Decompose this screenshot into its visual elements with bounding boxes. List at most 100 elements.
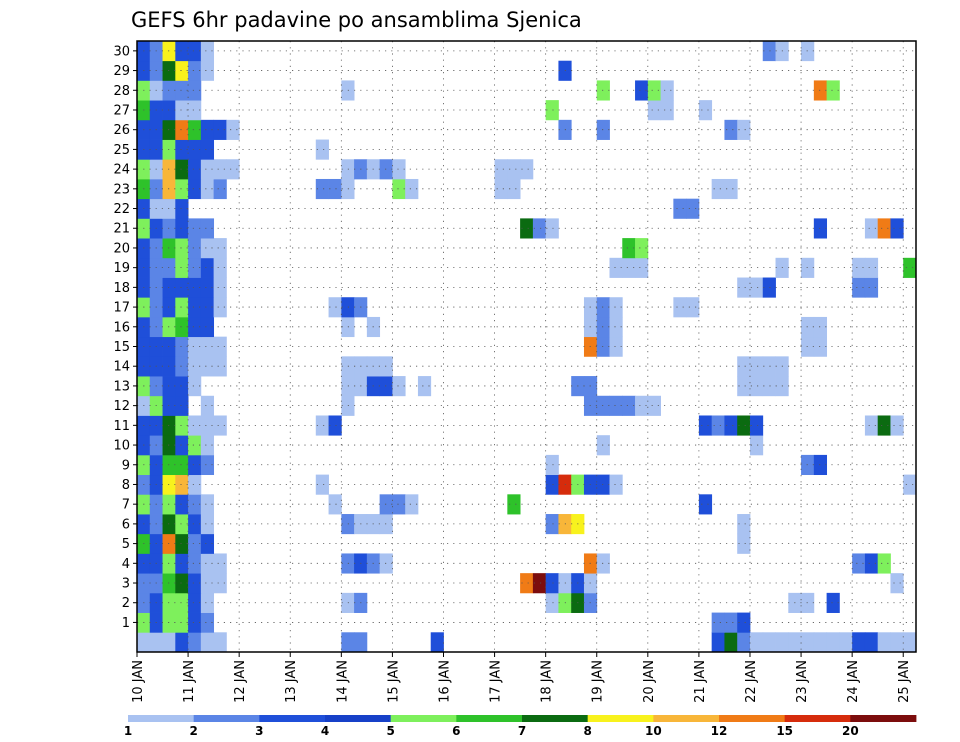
y-tick-label: 17	[113, 301, 130, 316]
heatmap-cell	[596, 336, 610, 357]
heatmap-cell	[200, 494, 215, 515]
heatmap-cell	[545, 218, 559, 239]
heatmap-cell	[877, 553, 891, 574]
heatmap-cell	[724, 415, 738, 436]
heatmap-cell	[749, 356, 764, 377]
heatmap-cell	[520, 159, 534, 180]
heatmap-cell	[698, 494, 713, 515]
heatmap-cell	[749, 415, 764, 436]
heatmap-cell	[405, 494, 419, 515]
colorbar-label: 20	[842, 724, 859, 738]
heatmap-cell	[890, 218, 904, 239]
heatmap-cell	[162, 632, 176, 653]
heatmap-cell	[200, 139, 215, 160]
heatmap-cell	[660, 100, 674, 121]
y-tick-label: 5	[122, 537, 130, 552]
heatmap-cell	[200, 415, 215, 436]
heatmap-cell	[200, 454, 215, 476]
colorbar-swatch	[653, 715, 720, 722]
heatmap-cell	[200, 573, 215, 594]
heatmap-cell	[686, 297, 700, 318]
heatmap-cell	[175, 119, 189, 140]
heatmap-cell	[405, 178, 419, 200]
heatmap-cell	[392, 159, 406, 180]
heatmap-cell	[839, 632, 853, 653]
heatmap-cell	[660, 80, 674, 101]
heatmap-cell	[213, 553, 227, 574]
heatmap-cell	[188, 297, 202, 318]
heatmap-cell	[137, 632, 151, 653]
heatmap-cell	[188, 100, 202, 121]
heatmap-cell	[724, 612, 738, 633]
heatmap-cell	[200, 435, 215, 456]
heatmap-cell	[545, 573, 559, 594]
heatmap-cell	[698, 415, 713, 436]
heatmap-cell	[188, 238, 202, 259]
heatmap-cell	[213, 336, 227, 357]
heatmap-cell	[213, 573, 227, 594]
heatmap-cell	[507, 494, 521, 515]
y-tick-label: 16	[113, 320, 130, 335]
y-tick-label: 15	[113, 340, 130, 355]
heatmap-cell	[188, 356, 202, 377]
heatmap-cell	[188, 454, 202, 476]
heatmap-cell	[188, 376, 202, 397]
heatmap-cell	[213, 119, 227, 140]
heatmap-cell	[188, 573, 202, 594]
heatmap-cell	[213, 632, 227, 653]
heatmap-cell	[724, 178, 738, 200]
heatmap-cell	[379, 376, 393, 397]
heatmap-cell	[188, 60, 202, 81]
heatmap-cell	[864, 277, 879, 298]
heatmap-cell	[149, 632, 163, 653]
heatmap-cell	[188, 553, 202, 574]
heatmap-cell	[200, 60, 215, 81]
heatmap-cell	[175, 80, 189, 101]
heatmap-cell	[379, 553, 393, 574]
heatmap-cell	[379, 159, 393, 180]
heatmap-cell	[647, 100, 661, 121]
y-tick-label: 27	[113, 103, 130, 118]
colorbar-swatch	[522, 715, 589, 722]
y-tick-label: 9	[122, 458, 130, 473]
heatmap-cell	[213, 159, 227, 180]
heatmap-cell	[737, 415, 751, 436]
heatmap-cell	[200, 612, 215, 633]
colorbar-label: 1	[124, 724, 132, 738]
x-axis-ticks: 10 JAN 11 JAN 12 JAN 13 JAN 14 JAN 15 JAN 16 J…	[131, 652, 912, 703]
x-tick-label: 13 JAN	[284, 660, 299, 703]
heatmap-cell	[877, 218, 891, 239]
heatmap-cell	[328, 494, 342, 515]
heatmap-cell	[175, 159, 189, 180]
heatmap-cell	[200, 159, 215, 180]
heatmap-cell	[520, 218, 534, 239]
x-tick-label: 11 JAN	[182, 660, 197, 703]
heatmap-cell	[213, 178, 227, 200]
heatmap-cell	[673, 198, 687, 219]
y-tick-label: 30	[113, 44, 130, 59]
heatmap-cell	[890, 573, 904, 594]
heatmap-cell	[175, 257, 189, 278]
y-tick-label: 23	[113, 182, 130, 197]
heatmap-cell	[609, 395, 623, 416]
heatmap-cell	[200, 178, 215, 200]
heatmap-cell	[813, 454, 828, 476]
heatmap-cell	[903, 632, 917, 653]
heatmap-cell	[622, 395, 636, 416]
heatmap-cell	[328, 415, 342, 436]
y-tick-label: 28	[113, 84, 130, 99]
heatmap-cell	[775, 632, 789, 653]
heatmap-cell	[852, 553, 866, 574]
heatmap-cell	[315, 178, 329, 200]
heatmap-cell	[596, 553, 610, 574]
heatmap-cell	[813, 336, 828, 357]
heatmap-cell	[507, 178, 521, 200]
heatmap-cell	[200, 336, 215, 357]
heatmap-cell	[596, 474, 610, 495]
heatmap-cell	[864, 257, 879, 278]
x-tick-label: 20 JAN	[642, 660, 657, 703]
y-tick-label: 1	[122, 616, 130, 631]
heatmap-cell	[762, 41, 776, 62]
heatmap-cell	[175, 553, 189, 574]
x-tick-label: 16 JAN	[437, 660, 452, 703]
